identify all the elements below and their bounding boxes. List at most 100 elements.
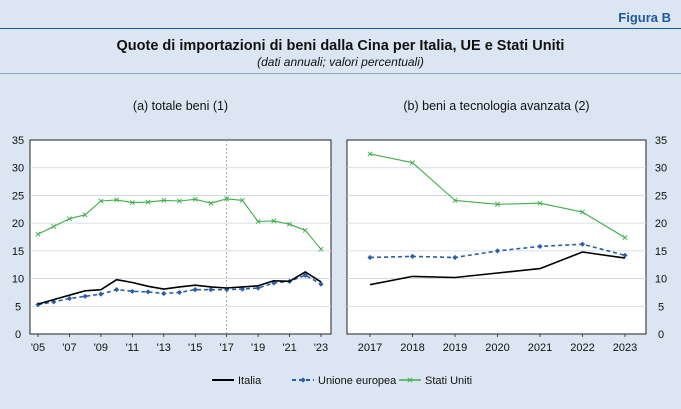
x-tick-label: '21 bbox=[282, 342, 296, 354]
data-point bbox=[208, 200, 214, 206]
marker-stroke bbox=[271, 218, 277, 224]
marker-stroke bbox=[192, 196, 198, 202]
y-tick-label: 0 bbox=[658, 329, 664, 341]
data-point bbox=[82, 212, 88, 218]
marker-stroke bbox=[494, 201, 501, 207]
y-tick-label: 15 bbox=[12, 246, 24, 258]
marker-stroke bbox=[176, 198, 183, 204]
top-rule bbox=[0, 28, 681, 29]
data-point bbox=[129, 288, 135, 294]
y-tick-label: 35 bbox=[655, 135, 667, 147]
series-line-italia bbox=[37, 271, 322, 305]
data-point bbox=[98, 198, 104, 204]
x-tick-label: '19 bbox=[251, 342, 265, 354]
y-tick-label: 10 bbox=[655, 274, 667, 286]
y-tick-label: 10 bbox=[12, 274, 24, 286]
x-tick-label: '15 bbox=[188, 342, 202, 354]
y-tick-label: 20 bbox=[655, 218, 667, 230]
marker-stroke bbox=[302, 227, 308, 233]
marker-stroke bbox=[255, 218, 261, 224]
x-tick-label: '11 bbox=[126, 342, 140, 354]
legend-item: Italia bbox=[212, 375, 262, 387]
marker-stroke bbox=[409, 160, 416, 166]
chart-subtitle: (dati annuali; valori percentuali) bbox=[257, 55, 424, 69]
data-point bbox=[192, 287, 198, 293]
data-point bbox=[302, 272, 308, 278]
x-tick-label: 2019 bbox=[443, 342, 467, 354]
marker-stroke bbox=[318, 246, 324, 252]
data-point bbox=[114, 197, 120, 203]
legend: Italia Unione europea Stati Uniti bbox=[212, 375, 472, 387]
y-tick-label: 35 bbox=[12, 135, 24, 147]
y-tick-label: 20 bbox=[12, 218, 24, 230]
data-point bbox=[192, 196, 198, 202]
data-point bbox=[318, 281, 324, 287]
marker-stroke bbox=[66, 216, 72, 222]
y-tick-label: 5 bbox=[15, 301, 21, 313]
data-point bbox=[579, 209, 586, 215]
data-point bbox=[494, 248, 501, 254]
panel-title: (a) totale beni (1) bbox=[133, 99, 228, 113]
y-tick-label: 15 bbox=[655, 246, 667, 258]
data-point bbox=[145, 199, 151, 205]
data-point bbox=[51, 223, 57, 229]
marker-stroke bbox=[129, 200, 135, 206]
data-point bbox=[367, 151, 373, 157]
x-tick-label: '23 bbox=[314, 342, 328, 354]
data-point bbox=[114, 287, 120, 293]
y-tick-label: 30 bbox=[12, 163, 24, 175]
marker-stroke bbox=[287, 221, 293, 227]
data-point bbox=[537, 200, 543, 206]
data-point bbox=[98, 291, 104, 297]
panel-b: 0 5 10 15 20 25 30 35 2017 2018 2019 2020 2021 2022 20… bbox=[346, 99, 667, 354]
x-tick-label: 2023 bbox=[613, 342, 637, 354]
x-tick-label: 2022 bbox=[570, 342, 594, 354]
x-tick-label: 2018 bbox=[400, 342, 424, 354]
legend-label: Italia bbox=[238, 375, 262, 387]
x-tick-label: 2020 bbox=[485, 342, 509, 354]
data-point bbox=[239, 197, 245, 203]
marker-stroke bbox=[114, 197, 120, 203]
legend-label: Unione europea bbox=[318, 375, 397, 387]
marker-stroke bbox=[51, 223, 57, 229]
data-point bbox=[224, 287, 230, 293]
data-point bbox=[409, 253, 416, 259]
marker-stroke bbox=[98, 198, 104, 204]
data-point bbox=[537, 243, 543, 250]
data-point bbox=[224, 196, 230, 202]
data-point bbox=[66, 295, 73, 302]
x-tick-label: '05 bbox=[31, 342, 45, 354]
marker-stroke bbox=[239, 197, 245, 203]
data-point bbox=[579, 241, 586, 247]
legend-marker bbox=[407, 377, 413, 383]
data-point bbox=[318, 246, 324, 252]
marker-stroke bbox=[82, 212, 88, 218]
marker-stroke bbox=[537, 200, 543, 206]
data-point bbox=[452, 254, 458, 261]
marker-stroke bbox=[367, 151, 373, 157]
panel-a: 0 5 10 15 20 25 30 35 '05 '07 '09 '11 '13 '15 '17 '19 '2… bbox=[12, 99, 332, 354]
marker-stroke bbox=[208, 200, 214, 206]
data-point bbox=[409, 160, 416, 166]
y-tick-label: 25 bbox=[655, 190, 667, 202]
marker-stroke bbox=[224, 196, 230, 202]
x-tick-label: 2021 bbox=[528, 342, 552, 354]
data-point bbox=[35, 231, 41, 237]
data-point bbox=[622, 252, 628, 258]
y-tick-label: 5 bbox=[658, 301, 664, 313]
x-tick-label: '09 bbox=[94, 342, 108, 354]
data-point bbox=[622, 235, 628, 241]
x-tick-label: '07 bbox=[62, 342, 76, 354]
data-point bbox=[367, 254, 373, 261]
data-point bbox=[161, 197, 167, 203]
plot-area bbox=[29, 139, 332, 335]
x-tick-label: 2017 bbox=[358, 342, 382, 354]
legend-item: Stati Uniti bbox=[399, 375, 472, 387]
data-point bbox=[302, 227, 308, 233]
data-point bbox=[176, 289, 183, 296]
figure-label: Figura B bbox=[618, 10, 671, 25]
data-point bbox=[129, 200, 135, 206]
series-line-italia bbox=[369, 251, 626, 286]
marker-stroke bbox=[145, 199, 151, 205]
